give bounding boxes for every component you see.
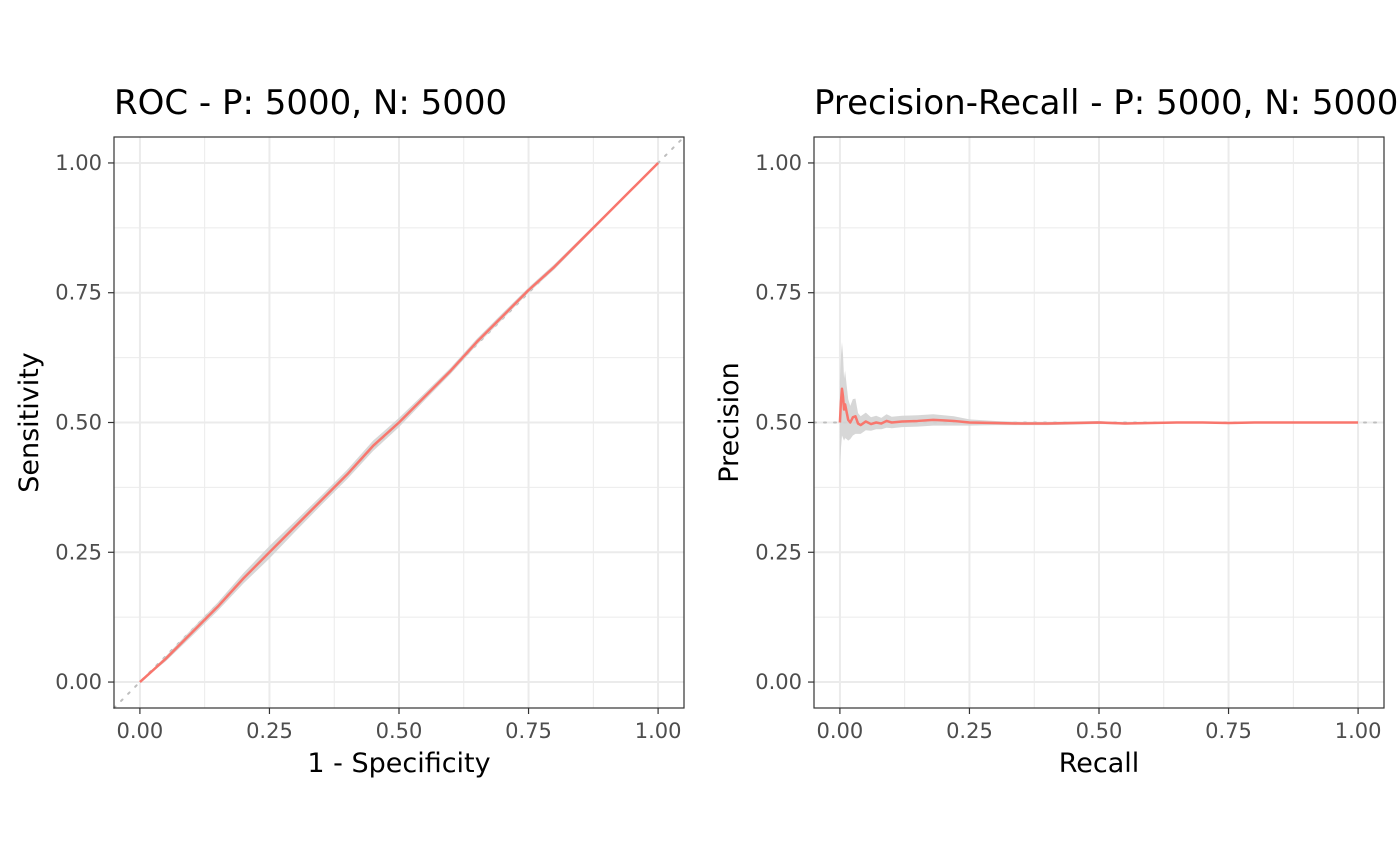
x-tick-label: 0.75 (505, 719, 552, 743)
y-axis-title: Sensitivity (14, 352, 45, 493)
x-tick-label: 0.00 (817, 719, 864, 743)
y-tick-label: 0.50 (55, 411, 102, 435)
y-tick-label: 0.25 (755, 540, 802, 564)
y-tick-label: 1.00 (755, 151, 802, 175)
x-axis-title: Recall (1059, 748, 1140, 779)
y-tick-label: 0.75 (755, 281, 802, 305)
x-tick-label: 0.25 (946, 719, 993, 743)
precision-recall-panel: 0.00 0.25 0.50 0.75 1.00 0.00 0.25 0.50 0.75 1.00… (714, 83, 1398, 779)
y-tick-label: 1.00 (55, 151, 102, 175)
curve-line (838, 387, 1359, 427)
y-tick-label: 0.50 (755, 411, 802, 435)
roc-panel: 0.00 0.25 0.50 0.75 1.00 0.00 0.25 0.50 0.75 1.00… (14, 83, 685, 779)
x-tick-label: 0.00 (117, 719, 164, 743)
x-tick-label: 0.50 (1076, 719, 1123, 743)
y-tick-label: 0.25 (55, 540, 102, 564)
y-tick-label: 0.75 (55, 281, 102, 305)
y-axis-title: Precision (714, 362, 745, 482)
x-tick-label: 0.75 (1205, 719, 1252, 743)
x-tick-label: 1.00 (1335, 719, 1382, 743)
x-axis-title: 1 - Specificity (307, 748, 490, 779)
y-tick-label: 0.00 (755, 670, 802, 694)
x-tick-label: 0.50 (376, 719, 423, 743)
x-tick-label: 1.00 (635, 719, 682, 743)
y-tick-label: 0.00 (55, 670, 102, 694)
x-tick-label: 0.25 (246, 719, 293, 743)
chart-title: Precision-Recall - P: 5000, N: 5000 (814, 83, 1398, 123)
chart-title: ROC - P: 5000, N: 5000 (114, 83, 507, 123)
curve-line (139, 162, 659, 683)
